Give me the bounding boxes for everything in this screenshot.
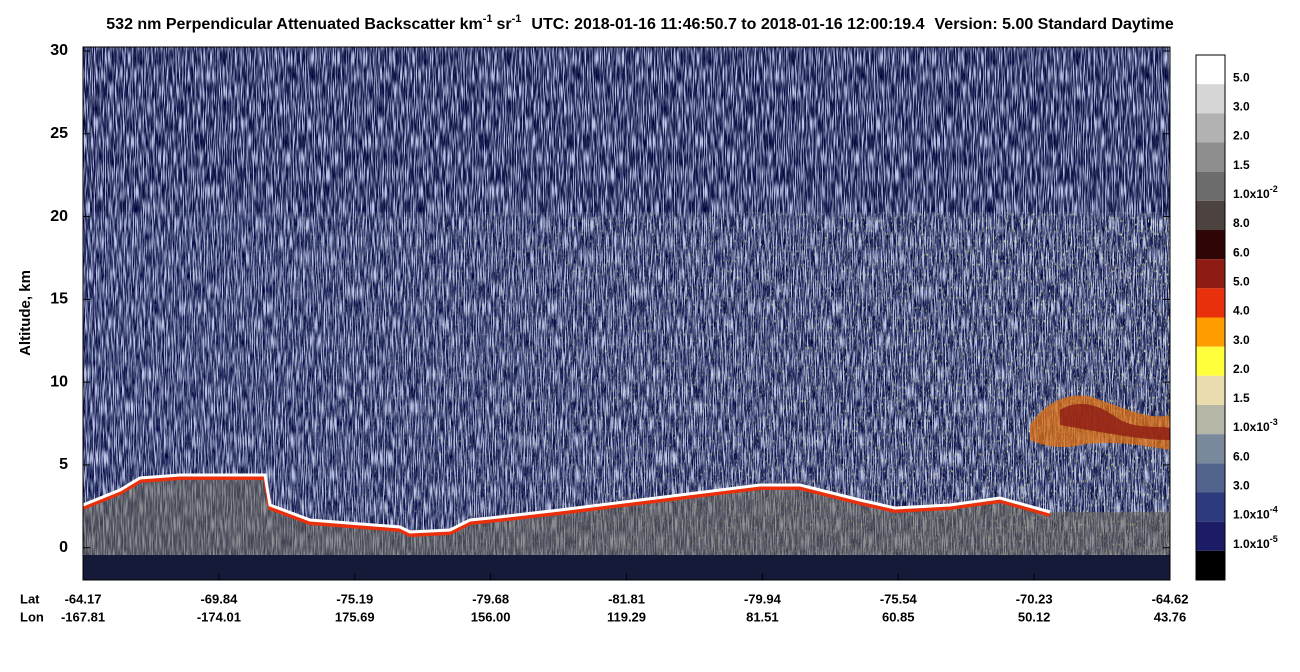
lat-label: -81.81 [608,591,645,606]
y-tick-label: 0 [59,539,68,556]
colorbar-swatch [1196,521,1225,551]
colorbar-label: 4.0 [1233,304,1250,318]
title-text: 532 nm Perpendicular Attenuated Backscat… [106,16,482,33]
lat-label: -75.19 [336,591,373,606]
colorbar-label-base: 1.0x10 [1233,537,1270,551]
colorbar-swatch [1196,259,1225,289]
lon-label: 175.69 [335,609,375,624]
title-exponent: -1 [512,13,522,25]
y-tick-label: 20 [50,208,68,225]
colorbar-label: 8.0 [1233,216,1250,230]
row-title: Lon [20,609,44,624]
lon-label: 43.76 [1154,609,1187,624]
lon-label: 156.00 [471,609,511,624]
lat-label: -79.94 [744,591,782,606]
colorbar-label-exponent: -5 [1270,534,1278,544]
colorbar-label-base: 1.0x10 [1233,420,1270,434]
lat-label: -70.23 [1016,591,1053,606]
colorbar-label: 3.0 [1233,100,1250,114]
colorbar-label: 5.0 [1233,70,1250,84]
colorbar-label: 5.0 [1233,275,1250,289]
colorbar-label-exponent: -4 [1270,505,1278,515]
colorbar-label-exponent: -3 [1270,418,1278,428]
colorbar-label: 3.0 [1233,479,1250,493]
colorbar-label: 3.0 [1233,333,1250,347]
colorbar-label: 1.0x10-2 [1233,184,1278,201]
colorbar-label: 1.0x10-5 [1233,534,1278,551]
y-axis-label: Altitude, km [17,270,34,356]
colorbar-swatch [1196,200,1225,230]
colorbar-swatch [1196,171,1225,201]
colorbar-label-exponent: -2 [1270,184,1278,194]
colorbar-label: 6.0 [1233,245,1250,259]
colorbar-label: 1.5 [1233,391,1250,405]
colorbar-swatch [1196,550,1225,580]
colorbar-swatch [1196,346,1225,376]
lon-label: 119.29 [607,609,646,624]
colorbar-swatch [1196,317,1225,347]
y-tick-label: 15 [50,291,68,308]
lon-label: -167.81 [61,609,105,624]
colorbar-swatch [1196,405,1225,435]
colorbar-label: 6.0 [1233,450,1250,464]
colorbar-frame [1195,54,1226,581]
backscatter-image [83,47,1170,580]
colorbar-label: 2.0 [1233,129,1250,143]
lat-label: -79.68 [472,591,509,606]
row-title: Lat [20,591,40,606]
colorbar-label-base: 1.0x10 [1233,508,1270,522]
lat-label: -69.84 [200,591,238,606]
colorbar-label: 1.5 [1233,158,1250,172]
colorbar-swatch [1196,142,1225,172]
colorbar-swatch [1196,84,1225,114]
colorbar-swatch [1196,113,1225,143]
lat-label: -75.54 [880,591,918,606]
y-tick-label: 10 [50,373,68,390]
colorbar-swatch [1196,492,1225,522]
colorbar-label: 1.0x10-3 [1233,418,1278,435]
colorbar-swatch [1196,55,1225,85]
colorbar-swatch [1196,288,1225,318]
title-text: Version: 5.00 Standard Daytime [935,16,1174,33]
colorbar-swatch [1196,230,1225,260]
lat-label: -64.62 [1152,591,1189,606]
chart-title: 532 nm Perpendicular Attenuated Backscat… [106,13,1174,33]
colorbar-label-base: 1.0x10 [1233,187,1270,201]
colorbar-swatch [1196,375,1225,405]
colorbar-swatch [1196,463,1225,493]
y-tick-label: 30 [50,42,68,59]
colorbar-swatch [1196,434,1225,464]
lat-label: -64.17 [65,591,102,606]
lon-label: 81.51 [746,609,779,624]
lon-label: -174.01 [197,609,241,624]
lon-label: 50.12 [1018,609,1051,624]
y-tick-label: 5 [59,456,68,473]
title-exponent: -1 [483,13,493,25]
title-text: sr [496,16,511,33]
colorbar-label: 1.0x10-4 [1233,505,1278,522]
lon-label: 60.85 [882,609,915,624]
y-tick-label: 25 [50,125,68,142]
colorbar-label: 2.0 [1233,362,1250,376]
title-text: UTC: 2018-01-16 11:46:50.7 to 2018-01-16… [531,16,924,33]
